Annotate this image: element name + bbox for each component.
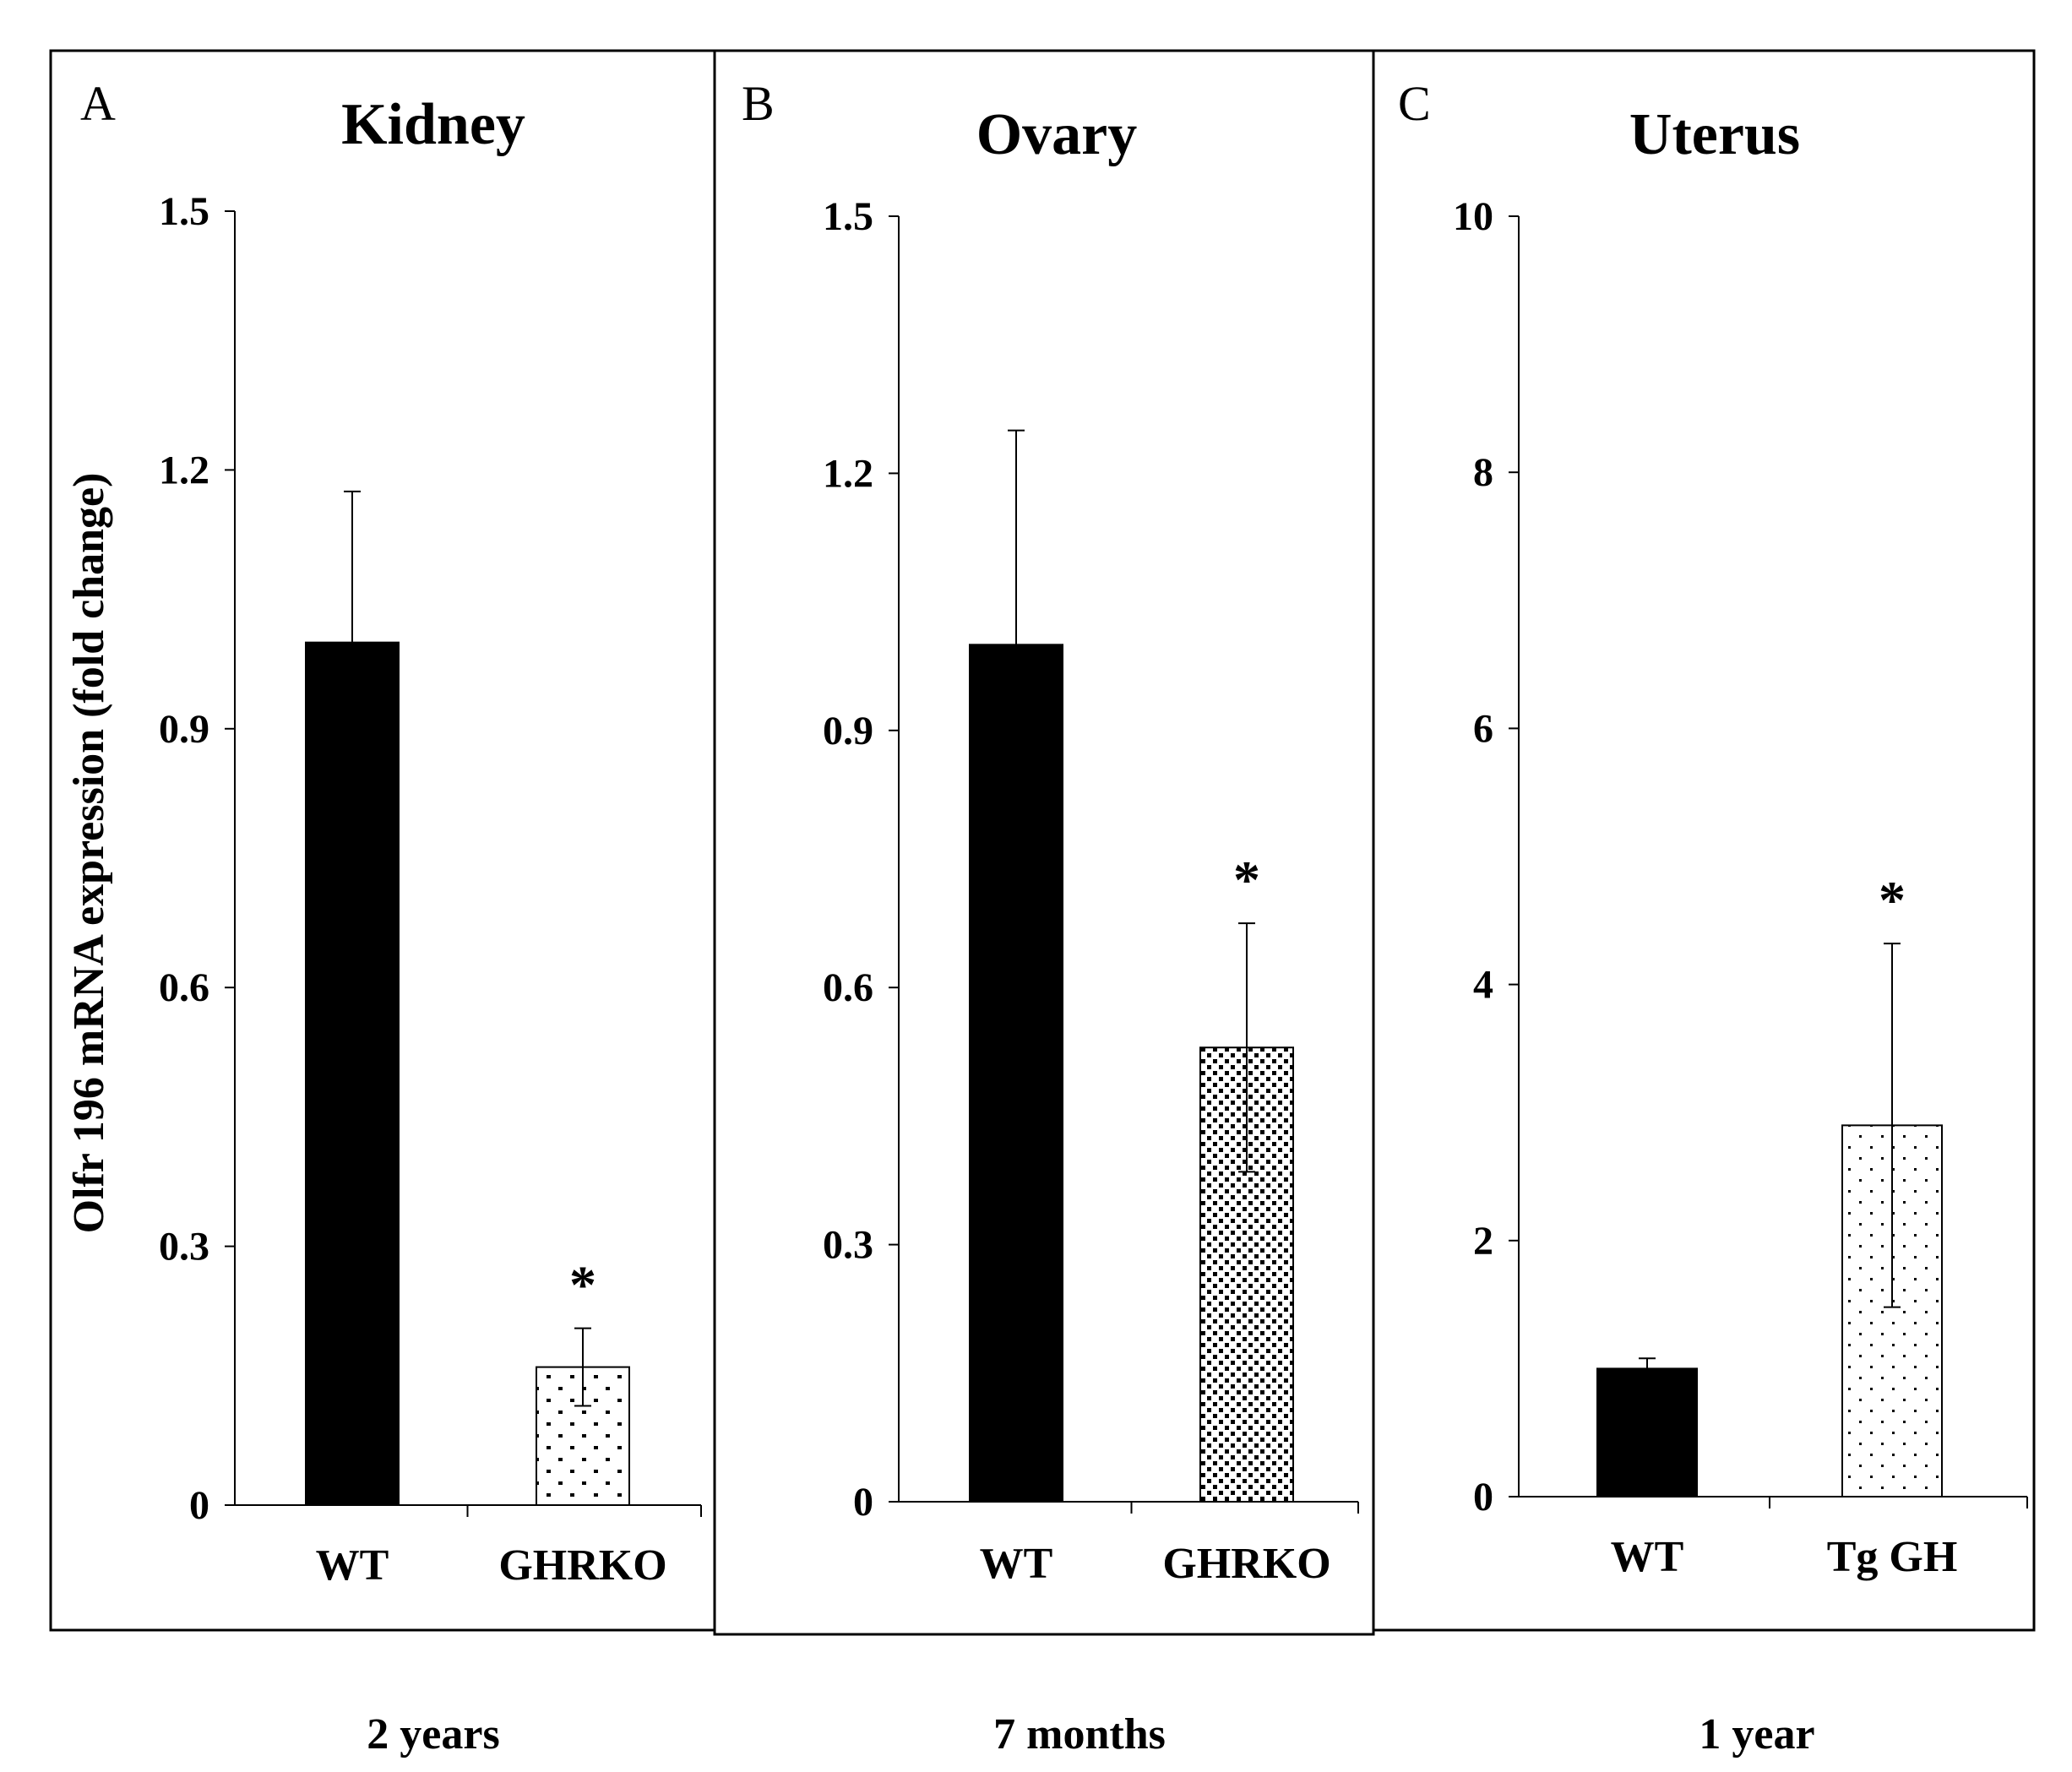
y-tick-label: 1.2: [159, 448, 209, 492]
panel-letter: B: [742, 76, 775, 131]
panel-title: Ovary: [976, 102, 1138, 167]
y-tick-label: 0.6: [823, 965, 873, 1010]
panel-kidney: A Kidney 0 0.3 0.6 0.9 1.2 1.5 WT GHRKO * 2 year…: [80, 76, 702, 1758]
age-label: 2 years: [367, 1710, 499, 1758]
category-label: Tg GH: [1827, 1533, 1958, 1581]
category-label: GHRKO: [1162, 1540, 1330, 1588]
significance-marker: *: [1233, 850, 1260, 910]
panel-uterus: C Uterus 0 2 4 6 8 10 WT Tg GH * 1 year: [1398, 76, 2028, 1758]
panel-ovary: B Ovary 0 0.3 0.6 0.9 1.2 1.5 WT GHRKO * 7 month…: [742, 76, 1359, 1758]
y-tick-label: 10: [1453, 194, 1493, 239]
panel-c-frame: [1372, 49, 2036, 1632]
significance-marker: *: [1879, 870, 1906, 930]
y-tick-label: 0.6: [159, 965, 209, 1010]
age-label: 7 months: [993, 1710, 1166, 1758]
category-label: GHRKO: [498, 1541, 666, 1590]
panel-letter: C: [1398, 76, 1431, 131]
age-label: 1 year: [1699, 1710, 1814, 1758]
y-axis-label: Olfr 196 mRNA expression (fold change): [65, 473, 113, 1234]
panel-letter: A: [80, 76, 116, 131]
y-tick-label: 0: [853, 1480, 873, 1525]
y-tick-label: 0: [1473, 1475, 1493, 1519]
panel-title: Uterus: [1629, 102, 1800, 167]
y-tick-label: 4: [1473, 963, 1493, 1008]
category-label: WT: [980, 1540, 1053, 1588]
y-tick-label: 1.5: [159, 189, 209, 234]
y-tick-label: 2: [1473, 1219, 1493, 1264]
y-tick-label: 6: [1473, 706, 1493, 751]
category-label: WT: [1611, 1533, 1684, 1581]
bar-wt: [1596, 1367, 1698, 1498]
significance-marker: *: [569, 1255, 596, 1315]
panel-title: Kidney: [341, 92, 525, 157]
y-tick-label: 8: [1473, 450, 1493, 495]
y-tick-label: 1.2: [823, 451, 873, 496]
y-tick-label: 0.9: [159, 707, 209, 752]
y-tick-label: 0.3: [823, 1223, 873, 1268]
y-tick-label: 0.3: [159, 1225, 209, 1269]
y-tick-label: 0: [189, 1483, 209, 1528]
category-label: WT: [316, 1541, 389, 1590]
y-tick-label: 1.5: [823, 194, 873, 239]
y-tick-label: 0.9: [823, 709, 873, 753]
